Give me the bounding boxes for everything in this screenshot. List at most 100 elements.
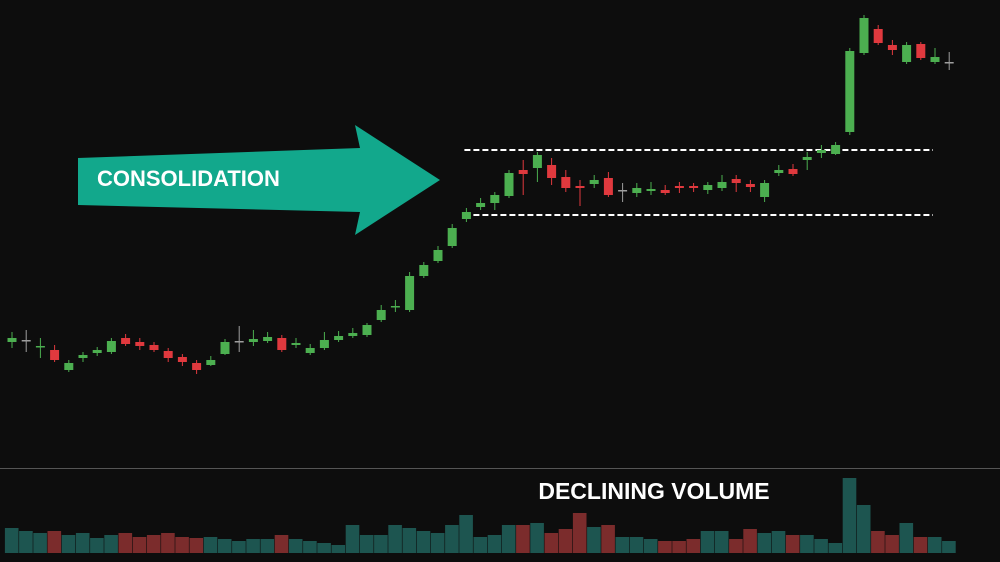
candle-body [433,250,443,261]
candle-body [362,325,372,335]
volume-bar [871,531,885,553]
volume-bar [800,535,814,553]
candle-body [745,184,755,187]
candle-body [646,189,656,191]
volume-bar [359,535,374,553]
candle-body [930,57,940,62]
candle-body [518,170,528,174]
candle-body [632,188,642,193]
volume-bar [104,535,118,553]
candle-body [35,346,45,348]
candle-body [206,360,216,365]
candle-body [192,363,202,370]
volume-bar [487,535,502,553]
volume-bar [61,535,76,553]
volume-bar [757,533,772,553]
volume-bar [615,537,630,553]
candle-body [64,363,74,370]
candle-body [248,339,258,342]
candle-body [703,185,713,190]
volume-bar [828,543,843,553]
candle-body [121,338,131,344]
volume-bar [771,531,786,553]
candle-body [177,357,187,362]
candle-body [589,180,599,184]
candle-body [490,195,500,203]
volume-bar [459,515,473,553]
volume-bar [700,531,715,553]
candle-body [234,341,244,343]
candle-body [774,170,784,173]
candle-body [376,310,386,320]
volume-bar [899,523,914,553]
volume-bar [146,535,161,553]
candle-body [802,157,812,160]
candle-body [220,342,230,354]
candle-body [859,18,869,53]
volume-bar [47,531,62,553]
volume-bar [260,539,275,553]
candle-body [873,29,883,43]
volume-bar [927,537,942,553]
candle-body [390,306,400,308]
volume-bar [530,523,544,553]
volume-bar [743,529,757,553]
candle-body [78,355,88,358]
volume-bar [132,537,147,553]
candle-body [263,337,273,341]
candle-body [21,340,31,342]
volume-bar [430,533,445,553]
volume-bar [317,543,331,553]
volume-bar [274,535,289,553]
volume-bar [388,525,402,553]
candle-body [334,336,344,340]
volume-bar [729,539,743,553]
candle-body [149,345,159,350]
volume-bar [331,545,346,553]
candle-body [305,348,315,353]
volume-bar [175,537,189,553]
candle-body [816,150,826,153]
candle-body [944,62,954,64]
volume-bar [75,533,90,553]
volume-bar [686,539,701,553]
candle-body [7,338,17,342]
volume-bar [643,539,658,553]
candle-body [689,186,699,188]
candle-body [717,182,727,188]
volume-bar [4,528,19,553]
candle-body [603,178,613,195]
candle-body [561,177,571,188]
volume-bar [118,533,133,553]
volume-bar [402,528,417,553]
candle-body [532,155,542,168]
volume-bar [288,539,303,553]
volume-bar [544,533,559,553]
volume-bar [629,537,644,553]
candle-body [92,350,102,353]
volume-bar [246,539,260,553]
candle-body [447,228,457,246]
candle-body [902,45,912,62]
volume-bar [587,527,601,553]
candle-body [476,203,486,207]
volume-bar [885,535,899,553]
volume-bar [842,478,857,553]
volume-bar [445,525,459,553]
volume-bar [516,525,530,553]
candle-body [504,173,514,196]
volume-bar [601,525,615,553]
candle-body [405,276,415,310]
volume-bar [856,505,871,553]
volume-bar [203,537,218,553]
candle-body [419,265,429,276]
candle-body [50,350,60,360]
volume-bar [558,529,573,553]
volume-bar [33,533,47,553]
volume-bar [374,535,388,553]
candle-body [674,186,684,188]
candle-body [916,44,926,58]
volume-bar [572,513,587,553]
volume-bar [658,541,672,553]
